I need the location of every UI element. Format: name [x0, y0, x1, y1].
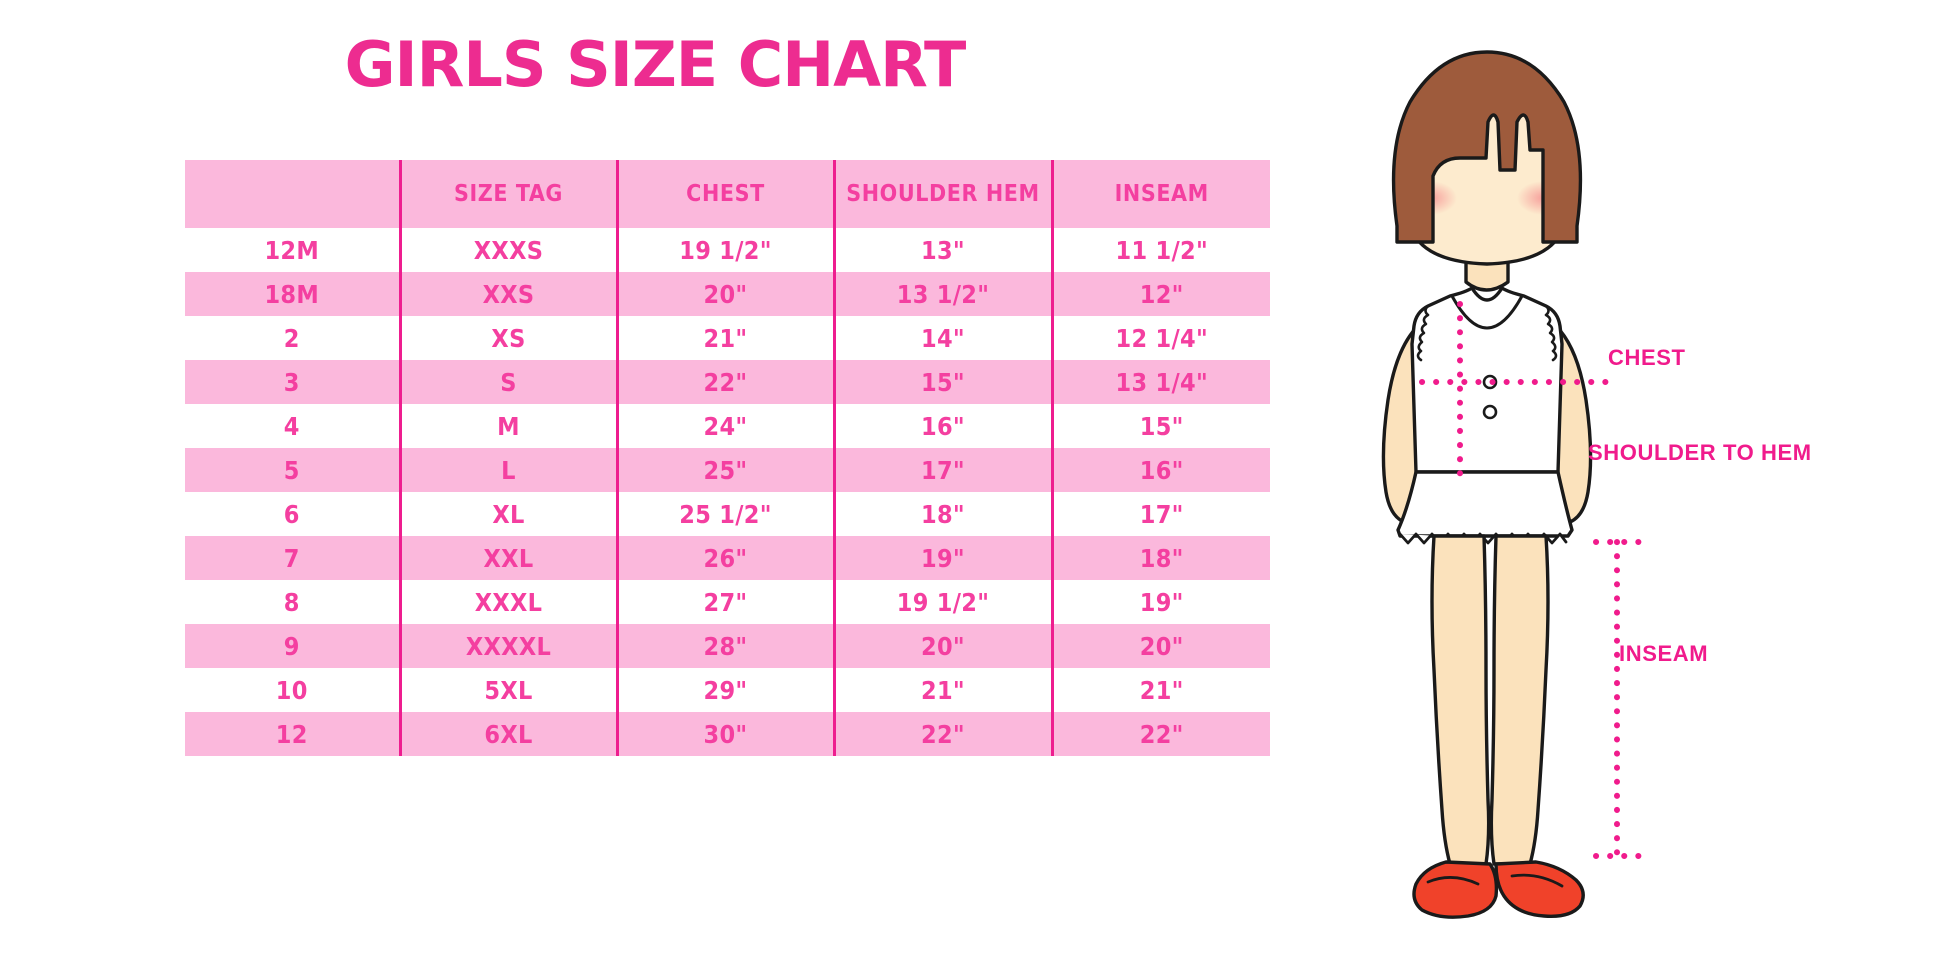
cell-chest: 19 1/2" — [615, 228, 834, 272]
cell-chest: 27" — [615, 580, 834, 624]
page-title: GIRLS SIZE CHART — [344, 28, 967, 101]
cell-shoulder-hem: 13" — [832, 228, 1052, 272]
cell-size: 12M — [185, 228, 400, 272]
cell-inseam: 19" — [1050, 580, 1270, 624]
column-header-size — [185, 160, 400, 228]
cell-size: 3 — [185, 360, 400, 404]
cell-inseam: 12 1/4" — [1050, 316, 1270, 360]
cell-inseam: 22" — [1050, 712, 1270, 756]
leg-right — [1489, 534, 1550, 866]
cell-inseam: 15" — [1050, 404, 1270, 448]
cell-size-tag: XXS — [398, 272, 617, 316]
button-lower — [1482, 404, 1498, 420]
table-row: 12 6XL 30" 22" 22" — [185, 712, 1270, 756]
cell-inseam: 18" — [1050, 536, 1270, 580]
cell-inseam: 17" — [1050, 492, 1270, 536]
cell-size: 7 — [185, 536, 400, 580]
cell-size: 12 — [185, 712, 400, 756]
cell-shoulder-hem: 16" — [832, 404, 1052, 448]
table-header-row: SIZE TAG CHEST SHOULDER HEM INSEAM — [185, 160, 1270, 228]
table-row: 3 S 22" 15" 13 1/4" — [185, 360, 1270, 404]
column-header-inseam: INSEAM — [1050, 160, 1270, 228]
annotation-label-chest: CHEST — [1608, 345, 1686, 370]
table-row: 4 M 24" 16" 15" — [185, 404, 1270, 448]
cell-shoulder-hem: 21" — [832, 668, 1052, 712]
annotation-label-shoulder-to-hem: SHOULDER TO HEM — [1588, 440, 1812, 465]
cell-chest: 28" — [615, 624, 834, 668]
cell-shoulder-hem: 19 1/2" — [832, 580, 1052, 624]
cell-size-tag: M — [398, 404, 617, 448]
cell-size-tag: S — [398, 360, 617, 404]
column-header-size-tag: SIZE TAG — [398, 160, 617, 228]
cell-chest: 22" — [615, 360, 834, 404]
column-header-shoulder-hem: SHOULDER HEM — [832, 160, 1052, 228]
cell-size: 9 — [185, 624, 400, 668]
cell-chest: 20" — [615, 272, 834, 316]
cell-size: 18M — [185, 272, 400, 316]
shoe-left — [1412, 860, 1499, 919]
shoe-strap-right — [1510, 873, 1564, 888]
cell-chest: 30" — [615, 712, 834, 756]
cell-shoulder-hem: 13 1/2" — [832, 272, 1052, 316]
cell-inseam: 13 1/4" — [1050, 360, 1270, 404]
cell-size: 4 — [185, 404, 400, 448]
table-row: 5 L 25" 17" 16" — [185, 448, 1270, 492]
table-row: 12M XXXS 19 1/2" 13" 11 1/2" — [185, 228, 1270, 272]
table-row: 8 XXXL 27" 19 1/2" 19" — [185, 580, 1270, 624]
cell-size-tag: XXL — [398, 536, 617, 580]
table-row: 9 XXXXL 28" 20" 20" — [185, 624, 1270, 668]
cell-size-tag: XXXS — [398, 228, 617, 272]
cell-inseam: 16" — [1050, 448, 1270, 492]
cell-size-tag: XL — [398, 492, 617, 536]
cell-size: 10 — [185, 668, 400, 712]
cell-shoulder-hem: 18" — [832, 492, 1052, 536]
cell-chest: 24" — [615, 404, 834, 448]
skirt-shape — [1396, 470, 1574, 538]
cell-chest: 26" — [615, 536, 834, 580]
cell-size: 2 — [185, 316, 400, 360]
table-header: SIZE TAG CHEST SHOULDER HEM INSEAM — [185, 160, 1270, 228]
leg-left — [1430, 534, 1491, 866]
cell-chest: 25 1/2" — [615, 492, 834, 536]
table-row: 10 5XL 29" 21" 21" — [185, 668, 1270, 712]
cell-size: 6 — [185, 492, 400, 536]
shoe-right — [1494, 860, 1585, 918]
cell-inseam: 20" — [1050, 624, 1270, 668]
annotation-label-inseam: INSEAM — [1619, 641, 1709, 666]
cell-chest: 29" — [615, 668, 834, 712]
cell-size: 8 — [185, 580, 400, 624]
size-chart-table: SIZE TAG CHEST SHOULDER HEM INSEAM 12M X… — [185, 160, 1270, 756]
cell-chest: 21" — [615, 316, 834, 360]
table-row: 2 XS 21" 14" 12 1/4" — [185, 316, 1270, 360]
column-header-chest: CHEST — [615, 160, 834, 228]
table-row: 6 XL 25 1/2" 18" 17" — [185, 492, 1270, 536]
girl-figure-illustration — [1300, 30, 1946, 960]
cell-shoulder-hem: 14" — [832, 316, 1052, 360]
table-row: 7 XXL 26" 19" 18" — [185, 536, 1270, 580]
table-body: 12M XXXS 19 1/2" 13" 11 1/2" 18M XXS 20"… — [185, 228, 1270, 756]
cell-inseam: 21" — [1050, 668, 1270, 712]
cell-shoulder-hem: 17" — [832, 448, 1052, 492]
cell-size-tag: L — [398, 448, 617, 492]
cell-shoulder-hem: 15" — [832, 360, 1052, 404]
cell-size-tag: XXXL — [398, 580, 617, 624]
cell-size-tag: 5XL — [398, 668, 617, 712]
cell-chest: 25" — [615, 448, 834, 492]
shoulder-ruffle-right — [1544, 304, 1558, 362]
cell-size-tag: XS — [398, 316, 617, 360]
size-chart-table-container: SIZE TAG CHEST SHOULDER HEM INSEAM 12M X… — [185, 160, 1270, 756]
cell-size-tag: XXXXL — [398, 624, 617, 668]
shoulder-ruffle-left — [1416, 304, 1430, 362]
cell-inseam: 12" — [1050, 272, 1270, 316]
hair-shape — [1391, 50, 1583, 244]
cell-shoulder-hem: 19" — [832, 536, 1052, 580]
cell-shoulder-hem: 22" — [832, 712, 1052, 756]
neckline — [1450, 294, 1524, 330]
cell-size-tag: 6XL — [398, 712, 617, 756]
cell-inseam: 11 1/2" — [1050, 228, 1270, 272]
shoe-strap-left — [1426, 876, 1480, 886]
table-row: 18M XXS 20" 13 1/2" 12" — [185, 272, 1270, 316]
cell-shoulder-hem: 20" — [832, 624, 1052, 668]
cell-size: 5 — [185, 448, 400, 492]
